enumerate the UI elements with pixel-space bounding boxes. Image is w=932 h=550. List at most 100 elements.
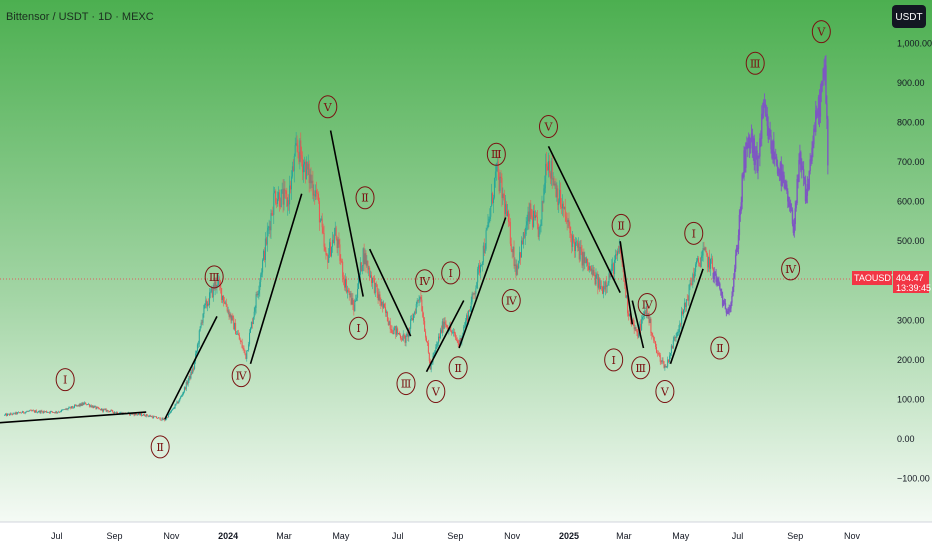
candle-body [435,347,437,351]
candle-body [82,403,84,405]
wave-label[interactable]: Ⅲ [486,142,506,166]
projection-candle [747,143,749,149]
candle-body [627,295,629,314]
candle-body [269,226,271,231]
candle-body [583,252,585,264]
candle-body [543,188,545,203]
wave-label[interactable]: Ⅱ [355,186,375,210]
candle-body [511,250,513,253]
candle-body [590,268,592,271]
candle-body [309,174,311,184]
candle-body [292,166,294,172]
projection-candle [738,214,741,236]
candle-body [696,260,698,265]
wave-label[interactable]: Ⅰ [441,261,461,285]
candle-body [436,344,438,348]
candle-body [468,310,470,312]
wave-trend-line[interactable] [425,300,465,373]
y-tick-label: 200.00 [897,355,925,365]
candle-body [196,344,198,351]
wave-label[interactable]: Ⅴ [811,20,831,44]
candle-body [711,258,713,269]
wave-trend-line[interactable] [631,300,645,349]
candle-body [178,401,180,404]
wave-trend-line[interactable] [164,316,218,420]
wave-label[interactable]: Ⅲ [631,356,651,380]
candle-body [119,412,121,414]
x-tick-label: Mar [616,531,632,541]
candle-body [258,290,260,294]
candle-body [104,409,106,410]
candle-body [64,409,66,410]
wave-trend-line[interactable] [368,248,412,337]
projection-candle [794,208,796,225]
candle-body [138,413,140,415]
wave-trend-line[interactable] [249,193,303,365]
candle-body [134,413,136,416]
wave-label[interactable]: Ⅰ [684,221,704,245]
candle-body [569,226,571,233]
wave-trend-line[interactable] [619,241,634,325]
wave-label[interactable]: Ⅳ [501,289,521,313]
candle-body [350,293,352,305]
wave-label[interactable]: Ⅳ [415,269,435,293]
candle-body [139,413,141,415]
projection-candle [758,155,760,157]
wave-label[interactable]: Ⅲ [745,51,765,75]
projection-candle [729,308,731,310]
projection-candle [751,133,754,153]
candle-body [177,401,179,404]
wave-trend-line[interactable] [669,268,704,365]
wave-label[interactable]: Ⅴ [426,380,446,403]
candle-body [466,315,468,322]
candle-body [465,320,467,327]
candle-body [317,193,319,202]
wave-label[interactable]: Ⅲ [204,265,224,289]
wave-label[interactable]: Ⅰ [55,368,75,392]
candle-body [656,352,658,354]
wave-label[interactable]: Ⅱ [150,435,170,459]
wave-label-circle [355,186,375,210]
wave-trend-line[interactable] [329,130,364,297]
candle-body [55,411,57,413]
candle-body [531,215,533,218]
candle-body [163,419,165,420]
candle-body [508,221,510,223]
wave-label[interactable]: Ⅳ [231,364,251,388]
candle-body [85,402,87,405]
candle-body [477,268,479,283]
wave-label[interactable]: Ⅲ [396,372,416,396]
wave-label[interactable]: Ⅴ [538,115,558,139]
currency-button[interactable]: USDT [892,5,926,28]
candle-body [186,382,188,385]
candle-body [455,337,457,341]
candle-body [400,338,402,340]
wave-label[interactable]: Ⅳ [637,293,657,316]
wave-label[interactable]: Ⅰ [604,348,624,372]
candle-body [203,305,205,315]
wave-label[interactable]: Ⅰ [349,316,369,340]
wave-label[interactable]: Ⅳ [781,257,801,281]
projection-candle [740,202,742,211]
wave-label-text: Ⅰ [692,227,696,240]
projection-candle [768,129,770,140]
wave-label[interactable]: Ⅱ [710,336,730,360]
candle-body [563,206,565,209]
y-tick-label: 0.00 [897,434,915,444]
candle-body [42,411,44,413]
wave-label[interactable]: Ⅱ [448,356,468,380]
wave-label[interactable]: Ⅱ [611,213,631,237]
candle-body [591,268,593,276]
wave-label[interactable]: Ⅴ [655,380,675,403]
projection-candle [742,174,744,178]
candle-body [249,332,251,345]
candle-body [344,278,346,288]
wave-trend-line[interactable] [0,411,147,424]
candle-body [101,408,103,412]
wave-label[interactable]: Ⅴ [318,95,338,119]
x-tick-label: May [332,531,350,541]
wave-trend-line[interactable] [547,145,621,293]
wave-trend-line[interactable] [458,217,507,349]
candle-body [31,410,33,411]
